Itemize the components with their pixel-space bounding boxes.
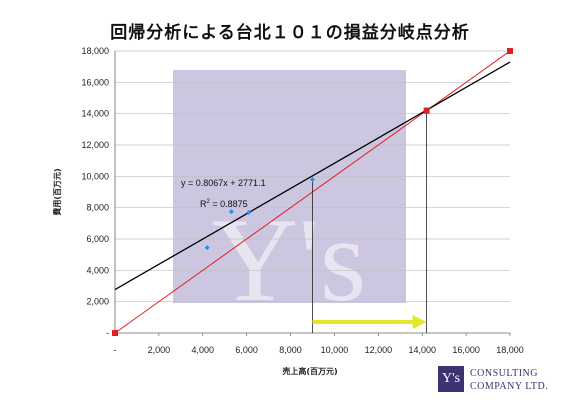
x-axis-title: 売上高(百万元) xyxy=(282,366,337,376)
y-tick-label: - xyxy=(106,328,109,338)
break-even-marker xyxy=(423,107,430,114)
y-tick-label: 8,000 xyxy=(86,203,109,213)
y-tick-label: 16,000 xyxy=(81,77,109,87)
x-tick-label: - xyxy=(114,345,117,355)
chart-title: 回帰分析による台北１０１の損益分岐点分析 xyxy=(110,23,470,43)
x-tick-label: 8,000 xyxy=(279,345,302,355)
r-squared-label: R2 = 0.8875 xyxy=(200,199,248,209)
y-tick-label: 2,000 xyxy=(86,297,109,307)
company-name-line1: CONSULTING xyxy=(470,368,538,379)
data-point xyxy=(310,176,315,182)
y-tick-label: 6,000 xyxy=(86,234,109,244)
x-tick-label: 14,000 xyxy=(408,345,436,355)
company-name-line2: COMPANY LTD. xyxy=(470,381,549,392)
data-point xyxy=(204,245,210,251)
progress-arrow-head xyxy=(412,315,427,330)
y-axis-title: 費用(百万元) xyxy=(52,168,62,215)
y-tick-label: 14,000 xyxy=(81,109,109,119)
company-name: CONSULTING COMPANY LTD. xyxy=(470,367,548,393)
regression-equation: y = 0.8067x + 2771.1 xyxy=(181,178,266,188)
company-logo-icon: Y's xyxy=(438,366,464,392)
x-tick-label: 4,000 xyxy=(192,345,215,355)
x-tick-label: 12,000 xyxy=(365,345,393,355)
series xyxy=(112,48,513,336)
y-tick-label: 18,000 xyxy=(81,46,109,56)
x-tick-label: 10,000 xyxy=(321,345,349,355)
y-tick-label: 10,000 xyxy=(81,171,109,181)
watermark-logo-text: Y's xyxy=(212,193,367,326)
x-tick-label: 2,000 xyxy=(148,345,171,355)
x-tick-label: 18,000 xyxy=(496,345,524,355)
sales-line-end-marker xyxy=(507,48,513,54)
sales-line-start-marker xyxy=(112,330,118,336)
labels: - 2,000 4,000 6,000 8,000 10,000 12,000 14,000 1… xyxy=(52,46,524,376)
watermark-line2: COMPANY LTD. xyxy=(204,337,375,362)
data-point xyxy=(228,209,234,215)
data-point xyxy=(246,209,252,215)
y-tick-label: 4,000 xyxy=(86,265,109,275)
x-tick-label: 6,000 xyxy=(235,345,258,355)
x-tick-label: 16,000 xyxy=(452,345,480,355)
regression-line xyxy=(114,61,511,291)
y-tick-label: 12,000 xyxy=(81,140,109,150)
